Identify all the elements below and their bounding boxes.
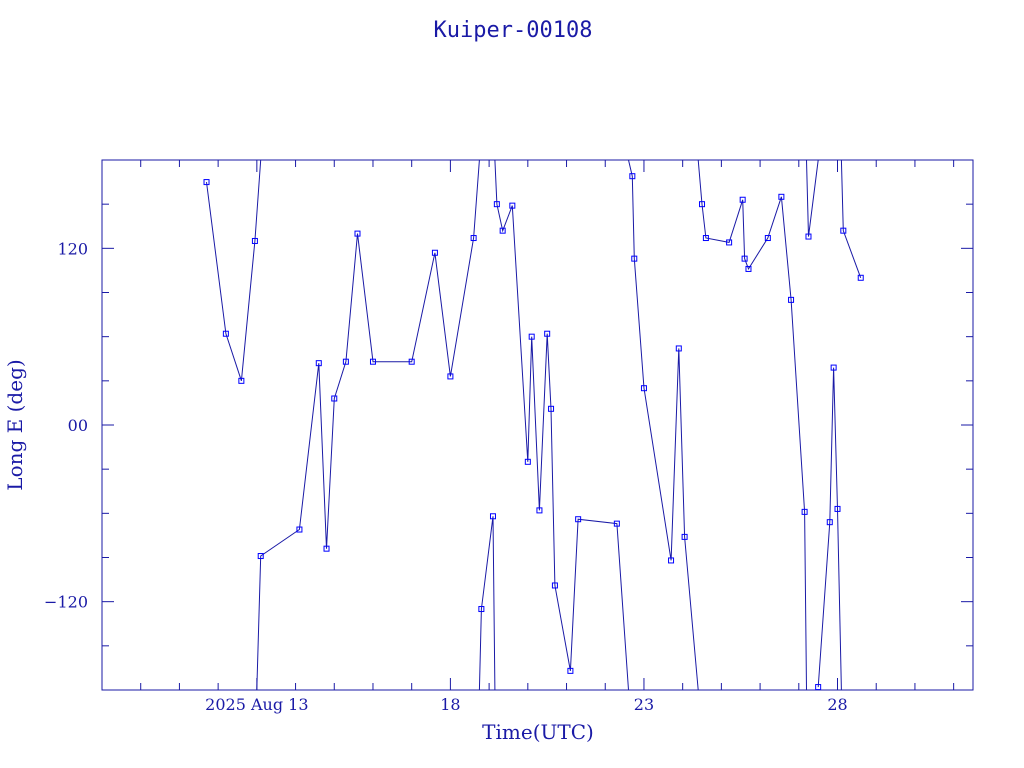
series-line xyxy=(494,159,629,691)
y-tick-label: 00 xyxy=(68,416,88,435)
data-point xyxy=(524,458,531,465)
data-point xyxy=(815,684,822,691)
data-point xyxy=(613,520,620,527)
data-point xyxy=(251,237,258,244)
data-point xyxy=(431,249,438,256)
series-line xyxy=(628,159,699,691)
data-point xyxy=(315,360,322,367)
data-point xyxy=(778,193,785,200)
x-tick-label: 23 xyxy=(634,695,654,714)
x-tick-label: 28 xyxy=(827,695,847,714)
data-point xyxy=(296,526,303,533)
series-line xyxy=(478,516,496,691)
plot-frame xyxy=(101,159,974,691)
data-point xyxy=(826,519,833,526)
data-point xyxy=(857,274,864,281)
series-line xyxy=(817,367,842,691)
data-point xyxy=(203,179,210,186)
data-point xyxy=(408,358,415,365)
series-line xyxy=(697,159,807,691)
data-point xyxy=(726,239,733,246)
data-point xyxy=(840,227,847,234)
data-point xyxy=(575,516,582,523)
plot-border xyxy=(101,159,974,691)
data-point xyxy=(631,255,638,262)
data-point xyxy=(640,385,647,392)
data-point xyxy=(702,235,709,242)
data-point xyxy=(699,201,706,208)
data-point xyxy=(528,333,535,340)
data-point xyxy=(222,330,229,337)
x-tick-label: 18 xyxy=(440,695,460,714)
data-point xyxy=(257,553,264,560)
series-line xyxy=(256,159,480,691)
data-point xyxy=(342,358,349,365)
data-point xyxy=(323,545,330,552)
y-axis-label: Long E (deg) xyxy=(3,359,27,490)
data-point xyxy=(447,373,454,380)
data-point xyxy=(681,533,688,540)
data-point xyxy=(499,227,506,234)
data-point xyxy=(238,377,245,384)
data-point xyxy=(489,513,496,520)
data-point xyxy=(536,507,543,514)
data-point xyxy=(567,667,574,674)
data-point xyxy=(629,173,636,180)
x-tick-label: 2025 Aug 13 xyxy=(205,695,308,714)
data-point xyxy=(478,606,485,613)
data-point xyxy=(675,345,682,352)
data-point xyxy=(369,358,376,365)
data-point xyxy=(764,235,771,242)
y-axis: 120 00 −120 xyxy=(44,203,973,647)
y-tick-label: −120 xyxy=(44,593,88,612)
data-point xyxy=(551,582,558,589)
data-point xyxy=(801,508,808,515)
series-line xyxy=(806,159,819,237)
data-point xyxy=(354,230,361,237)
y-tick-label: 120 xyxy=(57,239,88,258)
data-point xyxy=(493,201,500,208)
data-point xyxy=(470,235,477,242)
data-point xyxy=(739,196,746,203)
data-point xyxy=(830,364,837,371)
series-line xyxy=(206,159,262,381)
data-point xyxy=(548,405,555,412)
data-point xyxy=(788,296,795,303)
data-point xyxy=(668,557,675,564)
chart-title: Kuiper-00108 xyxy=(434,18,593,43)
data-point xyxy=(805,233,812,240)
series-layer xyxy=(203,159,864,691)
data-point xyxy=(745,265,752,272)
data-point xyxy=(331,395,338,402)
data-point xyxy=(834,505,841,512)
data-point xyxy=(544,330,551,337)
data-point xyxy=(509,202,516,209)
data-point xyxy=(741,255,748,262)
series-line xyxy=(840,159,862,278)
x-axis: 2025 Aug 13 18 23 28 xyxy=(101,160,955,714)
x-axis-label: Time(UTC) xyxy=(482,720,594,744)
